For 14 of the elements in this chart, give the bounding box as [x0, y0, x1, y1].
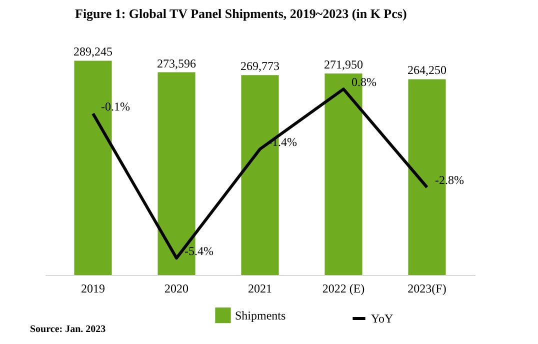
- x-tick-label: 2019: [81, 282, 106, 296]
- chart-title: Figure 1: Global TV Panel Shipments, 2019~2023 (in K Pcs): [75, 6, 407, 21]
- legend-label: Shipments: [235, 308, 286, 322]
- x-tick-label: 2022 (E): [322, 282, 365, 296]
- source-note: Source: Jan. 2023: [30, 324, 106, 335]
- x-tick-label: 2023(F): [408, 282, 446, 296]
- data-label: 264,250: [407, 63, 446, 78]
- data-label: 273,596: [157, 56, 196, 70]
- data-label: 271,950: [324, 58, 363, 72]
- x-tick-label: 2021: [248, 282, 272, 296]
- data-label: 269,773: [240, 59, 280, 74]
- data-label: 289,245: [74, 44, 113, 59]
- x-tick-label: 2020: [164, 282, 189, 296]
- legend-label: YoY: [371, 312, 394, 326]
